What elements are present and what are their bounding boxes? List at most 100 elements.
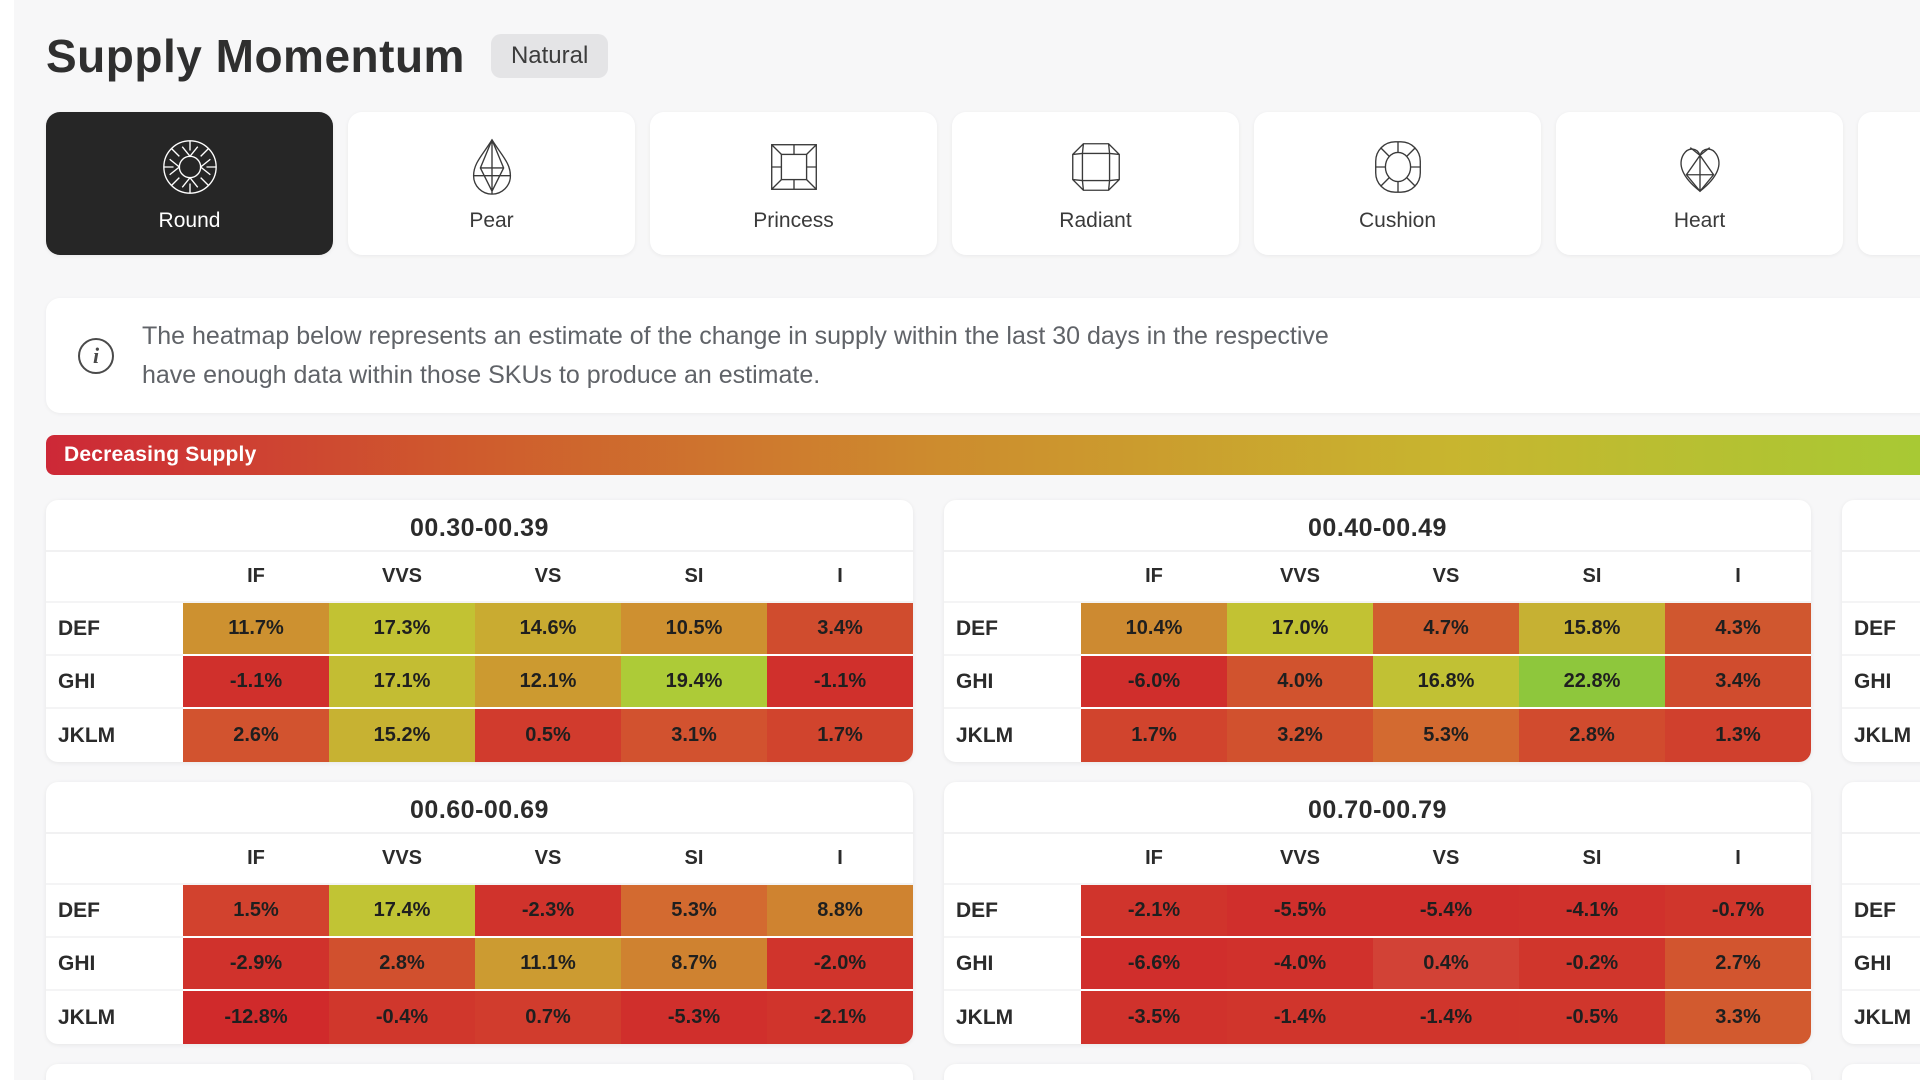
heatmap-cell: 2.7% [1665, 938, 1811, 991]
page-header: Supply Momentum Natural [46, 24, 1920, 88]
carat-range-title: 00.70-00.79 [1308, 795, 1447, 824]
info-line-1: The heatmap below represents an estimate… [142, 321, 1329, 350]
heatmap-cell: -2.0% [767, 938, 913, 991]
heatmap-row-DEF: DEF 11.7% 17.3% 14.6% 10.5% 3.4% [46, 603, 913, 656]
color-row-label: DEF [944, 603, 1081, 656]
heatmap-cell: 4.7% [1373, 603, 1519, 656]
heatmap-cell: 3.3% [1665, 991, 1811, 1044]
clarity-column-header: SI [1519, 552, 1665, 603]
clarity-column-header: SI [621, 552, 767, 603]
heatmap-cell: 19.4% [621, 656, 767, 709]
carat-range-title [1842, 500, 1920, 550]
tab-cushion[interactable]: Cushion [1254, 112, 1541, 255]
heatmap-table-partial: IFVVSVSSIIDEFGHI JKLM [1842, 500, 1920, 762]
color-row-label: DEF [1842, 603, 1920, 656]
heatmap-row-DEF: DEF [1842, 885, 1920, 938]
heatmap-cell: 3.2% [1227, 709, 1373, 762]
heatmap-cell: 12.1% [475, 656, 621, 709]
heatmap-row-DEF: DEF [1842, 603, 1920, 656]
tab-label: Princess [753, 208, 834, 232]
tab-label: Round [158, 208, 221, 232]
corner-cell [944, 552, 1081, 603]
tab-round[interactable]: Round [46, 112, 333, 255]
heatmap-cell: -3.5% [1081, 991, 1227, 1044]
heatmap-cell: -1.1% [767, 656, 913, 709]
color-row-label: GHI [944, 656, 1081, 709]
heatmap-cell: 22.8% [1519, 656, 1665, 709]
color-row-label: JKLM [1854, 1005, 1912, 1029]
color-row-label: DEF [46, 603, 183, 656]
heatmap-cell: 17.0% [1227, 603, 1373, 656]
color-row-label: GHI [1842, 656, 1920, 709]
clarity-column-header: VVS [329, 834, 475, 885]
heatmap-cell: 3.4% [767, 603, 913, 656]
heatmap-cell: 1.5% [183, 885, 329, 938]
heatmap-row-JKLM: JKLM -3.5% -1.4% -1.4% -0.5% 3.3% [944, 991, 1811, 1044]
heatmap-cell: 5.3% [621, 885, 767, 938]
heatmap-cell: 0.5% [475, 709, 621, 762]
heatmap-row-GHI: GHI -6.0% 4.0% 16.8% 22.8% 3.4% [944, 656, 1811, 709]
heatmap-table-00.90-00.99: 00.90-00.99 [46, 1064, 913, 1080]
heatmap-cell: -5.4% [1373, 885, 1519, 938]
tab-heart[interactable]: Heart [1556, 112, 1843, 255]
heatmap-grid: 00.30-00.39 IF VVS VS SI I DEF 11.7% 17.3% 14.6% 1… [46, 500, 1920, 1080]
carat-range-title [1842, 1064, 1920, 1080]
color-row-label: JKLM [58, 1005, 116, 1029]
info-icon: i [78, 337, 114, 374]
tab-pear[interactable]: Pear [348, 112, 635, 255]
corner-cell [944, 834, 1081, 885]
heatmap-cell: 17.3% [329, 603, 475, 656]
pear-diamond-icon [460, 135, 524, 199]
color-row-label: GHI [46, 938, 183, 991]
heatmap-cell: 3.1% [621, 709, 767, 762]
heatmap-cell: -5.3% [621, 991, 767, 1044]
tab-princess[interactable]: Princess [650, 112, 937, 255]
heatmap-row-DEF: DEF 10.4% 17.0% 4.7% 15.8% 4.3% [944, 603, 1811, 656]
heatmap-cell: -1.4% [1227, 991, 1373, 1044]
carat-range-title [1842, 782, 1920, 832]
shape-tab-bar: Round Pear Princess Radiant Cushion Heart [46, 112, 1920, 255]
page-left-edge [0, 0, 14, 1080]
clarity-column-header: I [767, 552, 913, 603]
color-row-label: DEF [1842, 885, 1920, 938]
color-row-label: JKLM [1854, 723, 1912, 747]
heatmap-cell: 8.7% [621, 938, 767, 991]
carat-range-title: 00.40-00.49 [1308, 513, 1447, 542]
heatmap-row-JKLM: JKLM [1842, 991, 1920, 1044]
corner-cell [46, 552, 183, 603]
clarity-column-header: I [767, 834, 913, 885]
heatmap-cell: 1.7% [767, 709, 913, 762]
tab-radiant[interactable]: Radiant [952, 112, 1239, 255]
heart-diamond-icon [1668, 135, 1732, 199]
heatmap-cell: 4.3% [1665, 603, 1811, 656]
heatmap-cell: 0.4% [1373, 938, 1519, 991]
heatmap-row-DEF: DEF -2.1% -5.5% -5.4% -4.1% -0.7% [944, 885, 1811, 938]
tab-label: Cushion [1358, 208, 1437, 232]
heatmap-cell: 17.1% [329, 656, 475, 709]
heatmap-table-partial: IFVVSVSSIIDEFGHI JKLM [1842, 782, 1920, 1044]
color-row-label: JKLM [956, 723, 1014, 747]
clarity-column-header: IF [183, 552, 329, 603]
page-title: Supply Momentum [46, 30, 465, 82]
heatmap-cell: -2.1% [767, 991, 913, 1044]
clarity-column-header: IF [183, 834, 329, 885]
heatmap-row-GHI: GHI -2.9% 2.8% 11.1% 8.7% -2.0% [46, 938, 913, 991]
color-row-label: DEF [46, 885, 183, 938]
carat-range-title: 01.00-01.49 [944, 1064, 1811, 1080]
heatmap-row-GHI: GHI -1.1% 17.1% 12.1% 19.4% -1.1% [46, 656, 913, 709]
natural-badge[interactable]: Natural [490, 34, 609, 78]
heatmap-cell: -1.1% [183, 656, 329, 709]
info-line-2: have enough data within those SKUs to pr… [142, 360, 821, 389]
tab-partial[interactable] [1858, 112, 1920, 255]
round-diamond-icon [158, 135, 222, 199]
heatmap-row-GHI: GHI [1842, 656, 1920, 709]
heatmap-cell: 15.2% [329, 709, 475, 762]
heatmap-cell: 1.7% [1081, 709, 1227, 762]
heatmap-cell: -0.5% [1519, 991, 1665, 1044]
